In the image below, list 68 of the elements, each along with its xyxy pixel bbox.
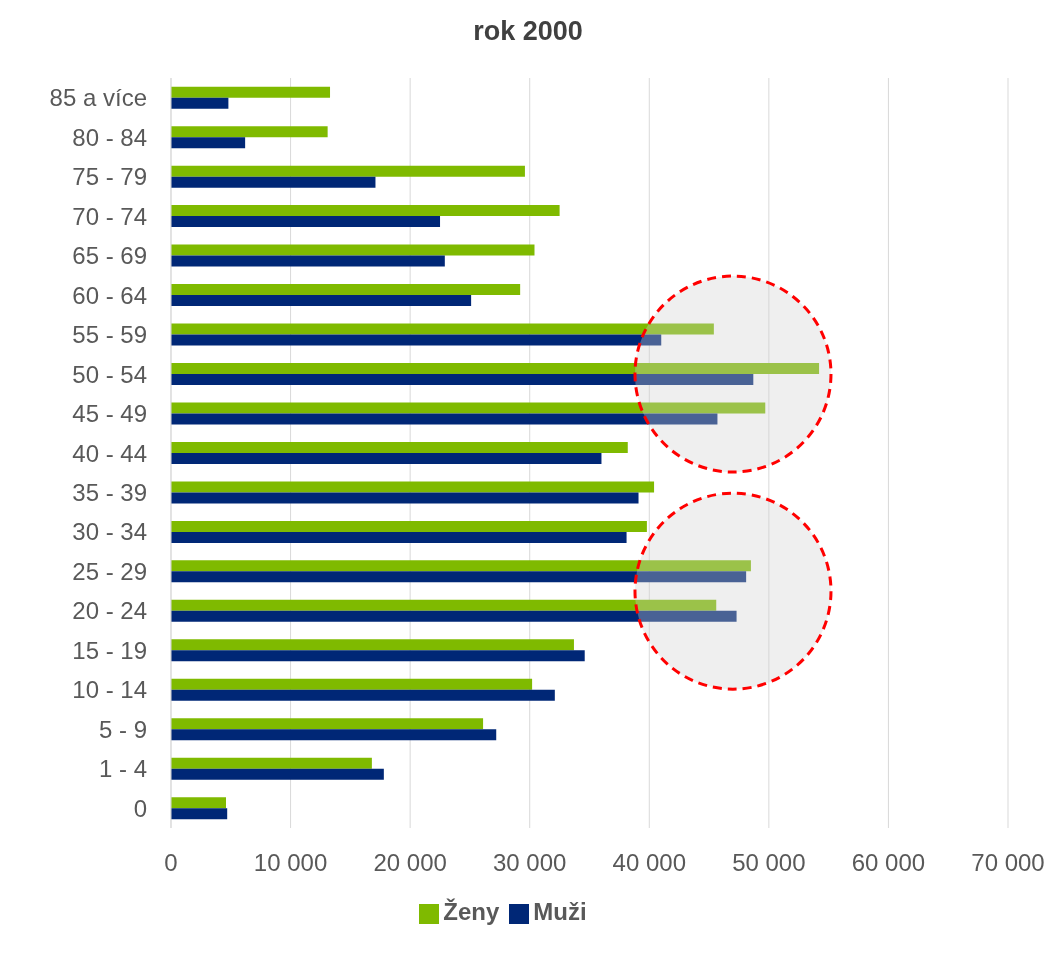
y-tick-label: 80 - 84: [72, 123, 147, 151]
y-tick-label: 35 - 39: [72, 478, 147, 506]
y-tick-label: 55 - 59: [72, 321, 147, 349]
bar: [171, 650, 585, 662]
y-tick-label: 25 - 29: [72, 557, 147, 585]
y-tick-label: 50 - 54: [72, 360, 147, 388]
bar: [171, 244, 535, 256]
y-tick-label: 70 - 74: [72, 202, 147, 230]
bar: [171, 165, 525, 177]
y-tick-label: 85 a více: [49, 84, 147, 112]
bar: [171, 363, 820, 374]
bar: [171, 323, 714, 335]
bar: [171, 599, 717, 611]
legend-label: Ženy: [443, 898, 500, 925]
y-tick-label: 65 - 69: [72, 242, 147, 270]
bar: [171, 97, 229, 109]
x-tick-label: 0: [164, 849, 178, 877]
bar: [171, 216, 441, 228]
bar: [171, 729, 497, 741]
y-tick-label: 20 - 24: [72, 597, 147, 625]
y-tick-label: 40 - 44: [72, 439, 147, 467]
bar: [171, 205, 560, 217]
y-tick-label: 0: [133, 794, 147, 822]
y-tick-label: 45 - 49: [72, 400, 147, 428]
bar: [171, 284, 521, 296]
bar: [171, 520, 647, 532]
bar: [171, 481, 655, 493]
bar: [171, 757, 372, 769]
y-tick-label: 10 - 14: [72, 676, 147, 704]
y-tick-label: 5 - 9: [98, 715, 147, 743]
x-tick-label: 60 000: [851, 849, 926, 877]
bar: [171, 718, 484, 730]
bar: [171, 441, 628, 453]
bar: [171, 768, 384, 780]
x-tick-label: 20 000: [373, 849, 447, 877]
bar: [171, 808, 228, 820]
bar: [171, 797, 226, 809]
bar: [171, 86, 331, 98]
bar: [171, 531, 627, 543]
x-tick-label: 70 000: [971, 849, 1045, 877]
chart-title: rok 2000: [472, 16, 584, 47]
bar: [171, 678, 533, 690]
bar: [171, 560, 751, 572]
bar: [171, 639, 574, 651]
bar: [171, 413, 718, 425]
bar: [171, 492, 639, 504]
x-tick-label: 50 000: [732, 849, 806, 877]
bar: [171, 610, 737, 622]
bar: [171, 571, 747, 583]
bar: [171, 402, 766, 414]
y-tick-label: 60 - 64: [72, 281, 147, 309]
x-tick-label: 40 000: [612, 849, 686, 877]
y-tick-label: 15 - 19: [72, 636, 147, 664]
bar: [171, 255, 445, 267]
y-tick-label: 30 - 34: [72, 518, 147, 546]
y-tick-label: 75 - 79: [72, 163, 147, 191]
legend-label: Muži: [533, 898, 587, 925]
bar: [171, 689, 555, 701]
bar: [171, 295, 472, 307]
bar: [171, 176, 376, 188]
bar: [171, 137, 246, 149]
bar: [171, 452, 602, 464]
y-tick-label: 1 - 4: [98, 755, 147, 783]
x-tick-label: 30 000: [493, 849, 567, 877]
bar: [171, 126, 328, 138]
bar: [171, 334, 662, 346]
bar: [171, 374, 754, 385]
x-tick-label: 10 000: [253, 849, 328, 877]
